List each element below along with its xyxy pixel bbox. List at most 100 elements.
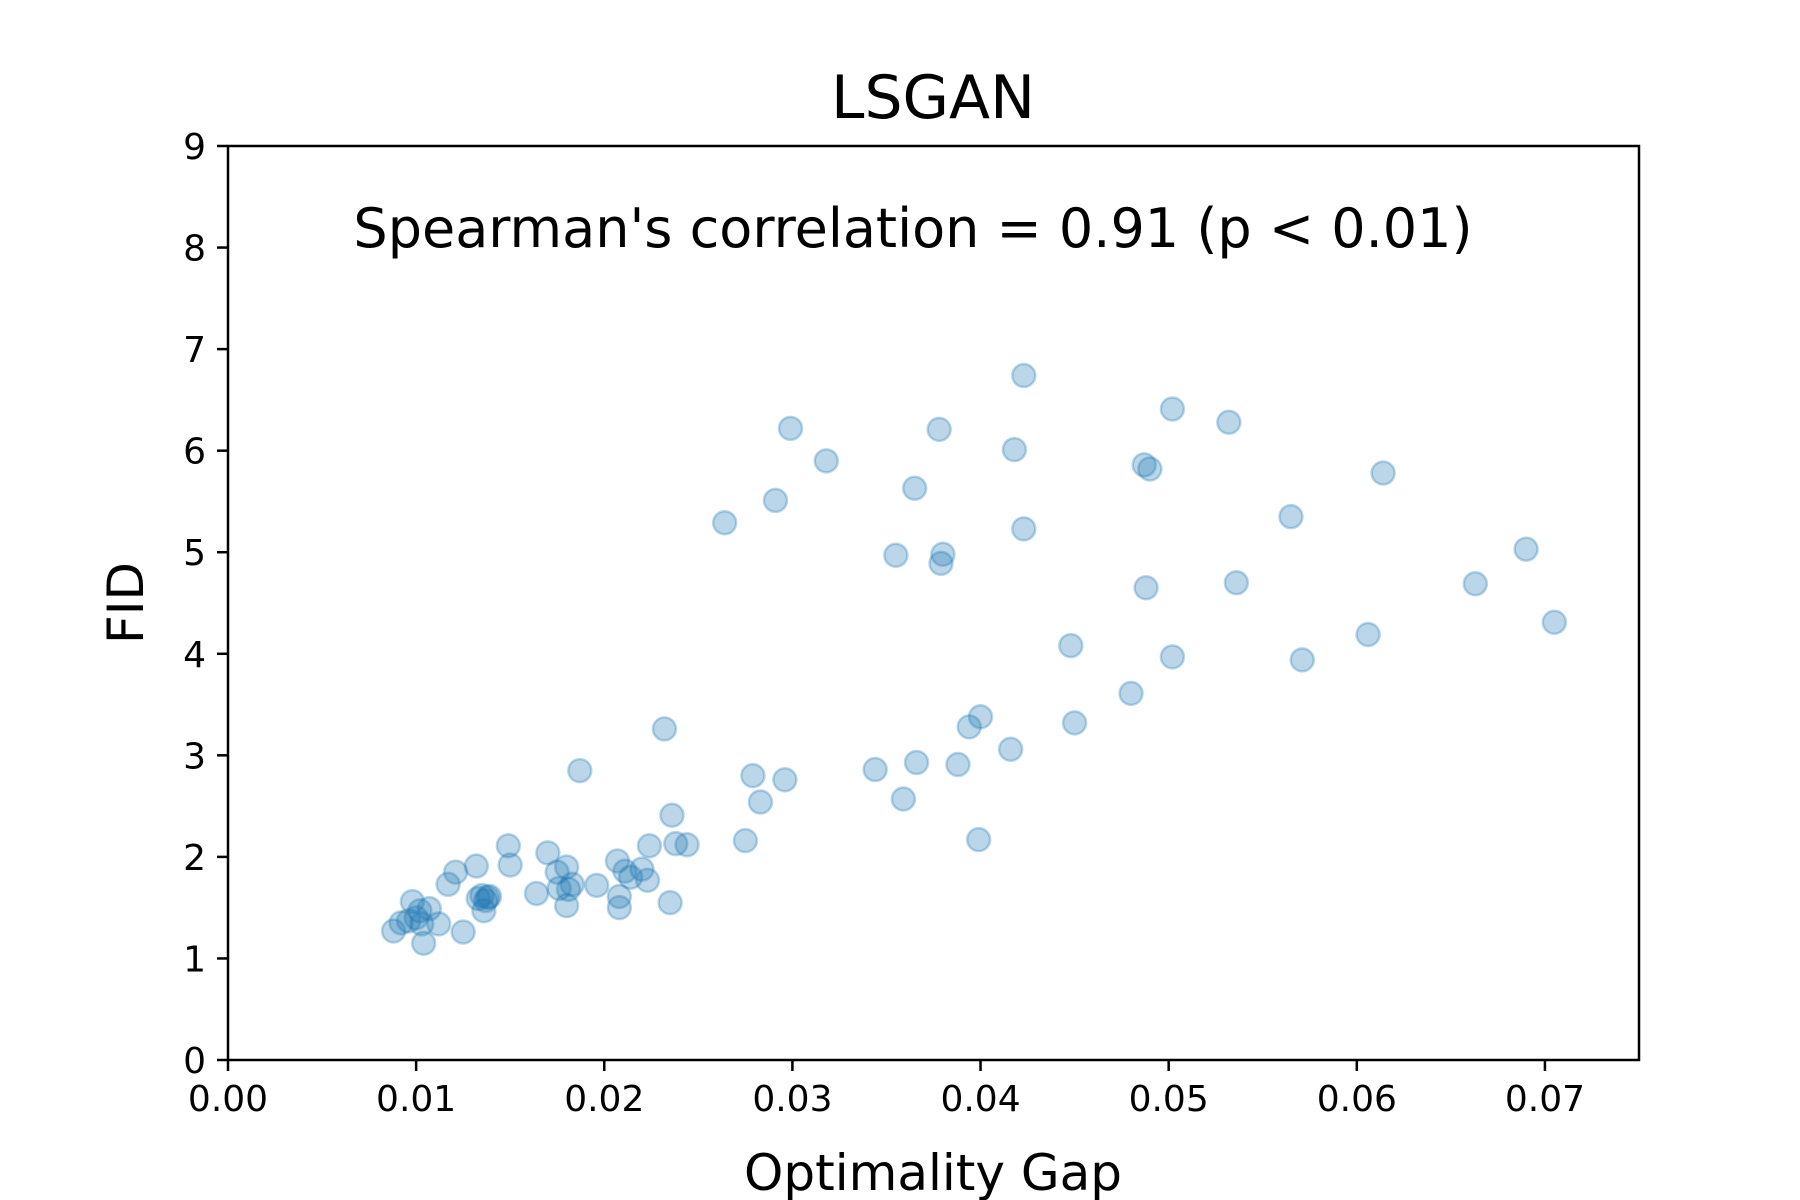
scatter-point — [1061, 710, 1088, 736]
scatter-point — [1137, 456, 1163, 482]
y-axis-ticks: 0 1 2 3 4 5 6 7 8 9 — [183, 127, 228, 1082]
scatter-point — [472, 887, 499, 914]
y-tick-label: 2 — [183, 838, 206, 879]
scatter-point — [732, 827, 759, 854]
scatter-point — [380, 918, 407, 944]
scatter-point — [583, 872, 610, 899]
scatter-point — [777, 415, 804, 442]
scatter-point — [901, 475, 928, 501]
x-tick-label: 0.04 — [940, 1079, 1020, 1120]
scatter-point — [634, 867, 661, 893]
y-tick-label: 3 — [183, 736, 206, 777]
scatter-point — [1118, 680, 1144, 707]
scatter-point — [617, 864, 644, 890]
scatter-point — [409, 911, 435, 937]
scatter-point — [535, 840, 561, 866]
scatter-point — [606, 883, 633, 910]
scatter-point — [463, 853, 490, 879]
scatter-point — [1355, 621, 1381, 648]
scatter-point — [553, 892, 580, 919]
scatter-point — [553, 854, 580, 880]
y-tick-label: 4 — [183, 635, 206, 676]
scatter-point — [1011, 362, 1037, 389]
scatter-point — [450, 919, 476, 945]
scatter-point — [497, 852, 523, 878]
scatter-point — [636, 832, 663, 859]
scatter-point — [657, 889, 683, 916]
y-axis-label: FID — [97, 562, 155, 644]
scatter-point — [1370, 460, 1396, 486]
scatter-point — [674, 831, 700, 858]
x-axis-ticks: 0.00 0.01 0.02 0.03 0.04 0.05 0.06 0.07 — [188, 1060, 1585, 1120]
scatter-point — [604, 848, 631, 874]
scatter-point — [442, 859, 469, 885]
scatter-point — [416, 895, 443, 922]
scatter-point — [663, 830, 689, 857]
scatter-point — [523, 880, 550, 907]
x-tick-label: 0.02 — [564, 1079, 644, 1120]
scatter-point — [395, 908, 422, 934]
scatter-point — [965, 826, 992, 853]
scatter-point — [476, 883, 503, 910]
scatter-point — [629, 856, 655, 882]
scatter-point — [606, 894, 633, 921]
scatter-point — [469, 882, 495, 909]
scatter-point — [1462, 570, 1489, 597]
y-tick-label: 1 — [183, 939, 206, 980]
x-tick-label: 0.03 — [752, 1079, 832, 1120]
scatter-point — [407, 897, 433, 924]
scatter-point — [465, 885, 491, 912]
scatter-point — [403, 905, 429, 931]
scatter-point — [772, 766, 798, 793]
scatter-point — [471, 897, 497, 924]
scatter-point — [399, 888, 426, 915]
scatter-point — [1058, 632, 1084, 659]
scatter-point — [651, 716, 678, 742]
y-tick-label: 7 — [183, 330, 206, 371]
y-tick-label: 0 — [183, 1041, 206, 1082]
scatter-point — [747, 789, 774, 815]
scatter-point — [903, 749, 930, 776]
plot-area — [226, 144, 1641, 1062]
scatter-point — [711, 510, 738, 536]
scatter-point — [425, 911, 452, 937]
scatter-point — [410, 930, 437, 956]
y-tick-label: 5 — [183, 533, 206, 574]
x-tick-label: 0.01 — [376, 1079, 456, 1120]
scatter-point — [435, 871, 461, 898]
scatter-point — [567, 757, 593, 784]
y-tick-label: 8 — [183, 229, 206, 270]
y-tick-label: 6 — [183, 432, 206, 473]
x-tick-label: 0.05 — [1129, 1079, 1209, 1120]
scatter-point — [956, 714, 982, 740]
scatter-point — [740, 762, 766, 789]
scatter-point — [1133, 575, 1159, 601]
scatter-point — [862, 756, 888, 783]
scatter-point — [997, 736, 1024, 762]
scatter-point — [928, 550, 954, 577]
correlation-annotation: Spearman's correlation = 0.91 (p < 0.01) — [353, 197, 1472, 260]
y-tick-label: 9 — [183, 127, 206, 168]
scatter-point — [1541, 609, 1568, 636]
scatter-point — [388, 910, 414, 936]
points-layer — [380, 362, 1568, 956]
scatter-point — [1216, 409, 1242, 435]
scatter-point — [926, 416, 952, 443]
scatter-point — [1131, 452, 1157, 478]
scatter-point — [883, 542, 909, 569]
scatter-point — [612, 858, 638, 884]
scatter-point — [474, 884, 501, 911]
x-tick-label: 0.00 — [188, 1079, 268, 1120]
x-tick-label: 0.06 — [1317, 1079, 1397, 1120]
scatter-point — [930, 541, 956, 568]
x-tick-label: 0.07 — [1505, 1079, 1585, 1120]
scatter-point — [559, 871, 586, 898]
scatter-point — [762, 487, 789, 514]
scatter-point — [1278, 503, 1304, 530]
scatter-point — [659, 802, 685, 829]
scatter-point — [555, 876, 582, 903]
scatter-point — [1001, 436, 1028, 463]
scatter-point — [1513, 536, 1539, 562]
scatter-point — [546, 875, 572, 902]
scatter-point — [544, 859, 570, 885]
